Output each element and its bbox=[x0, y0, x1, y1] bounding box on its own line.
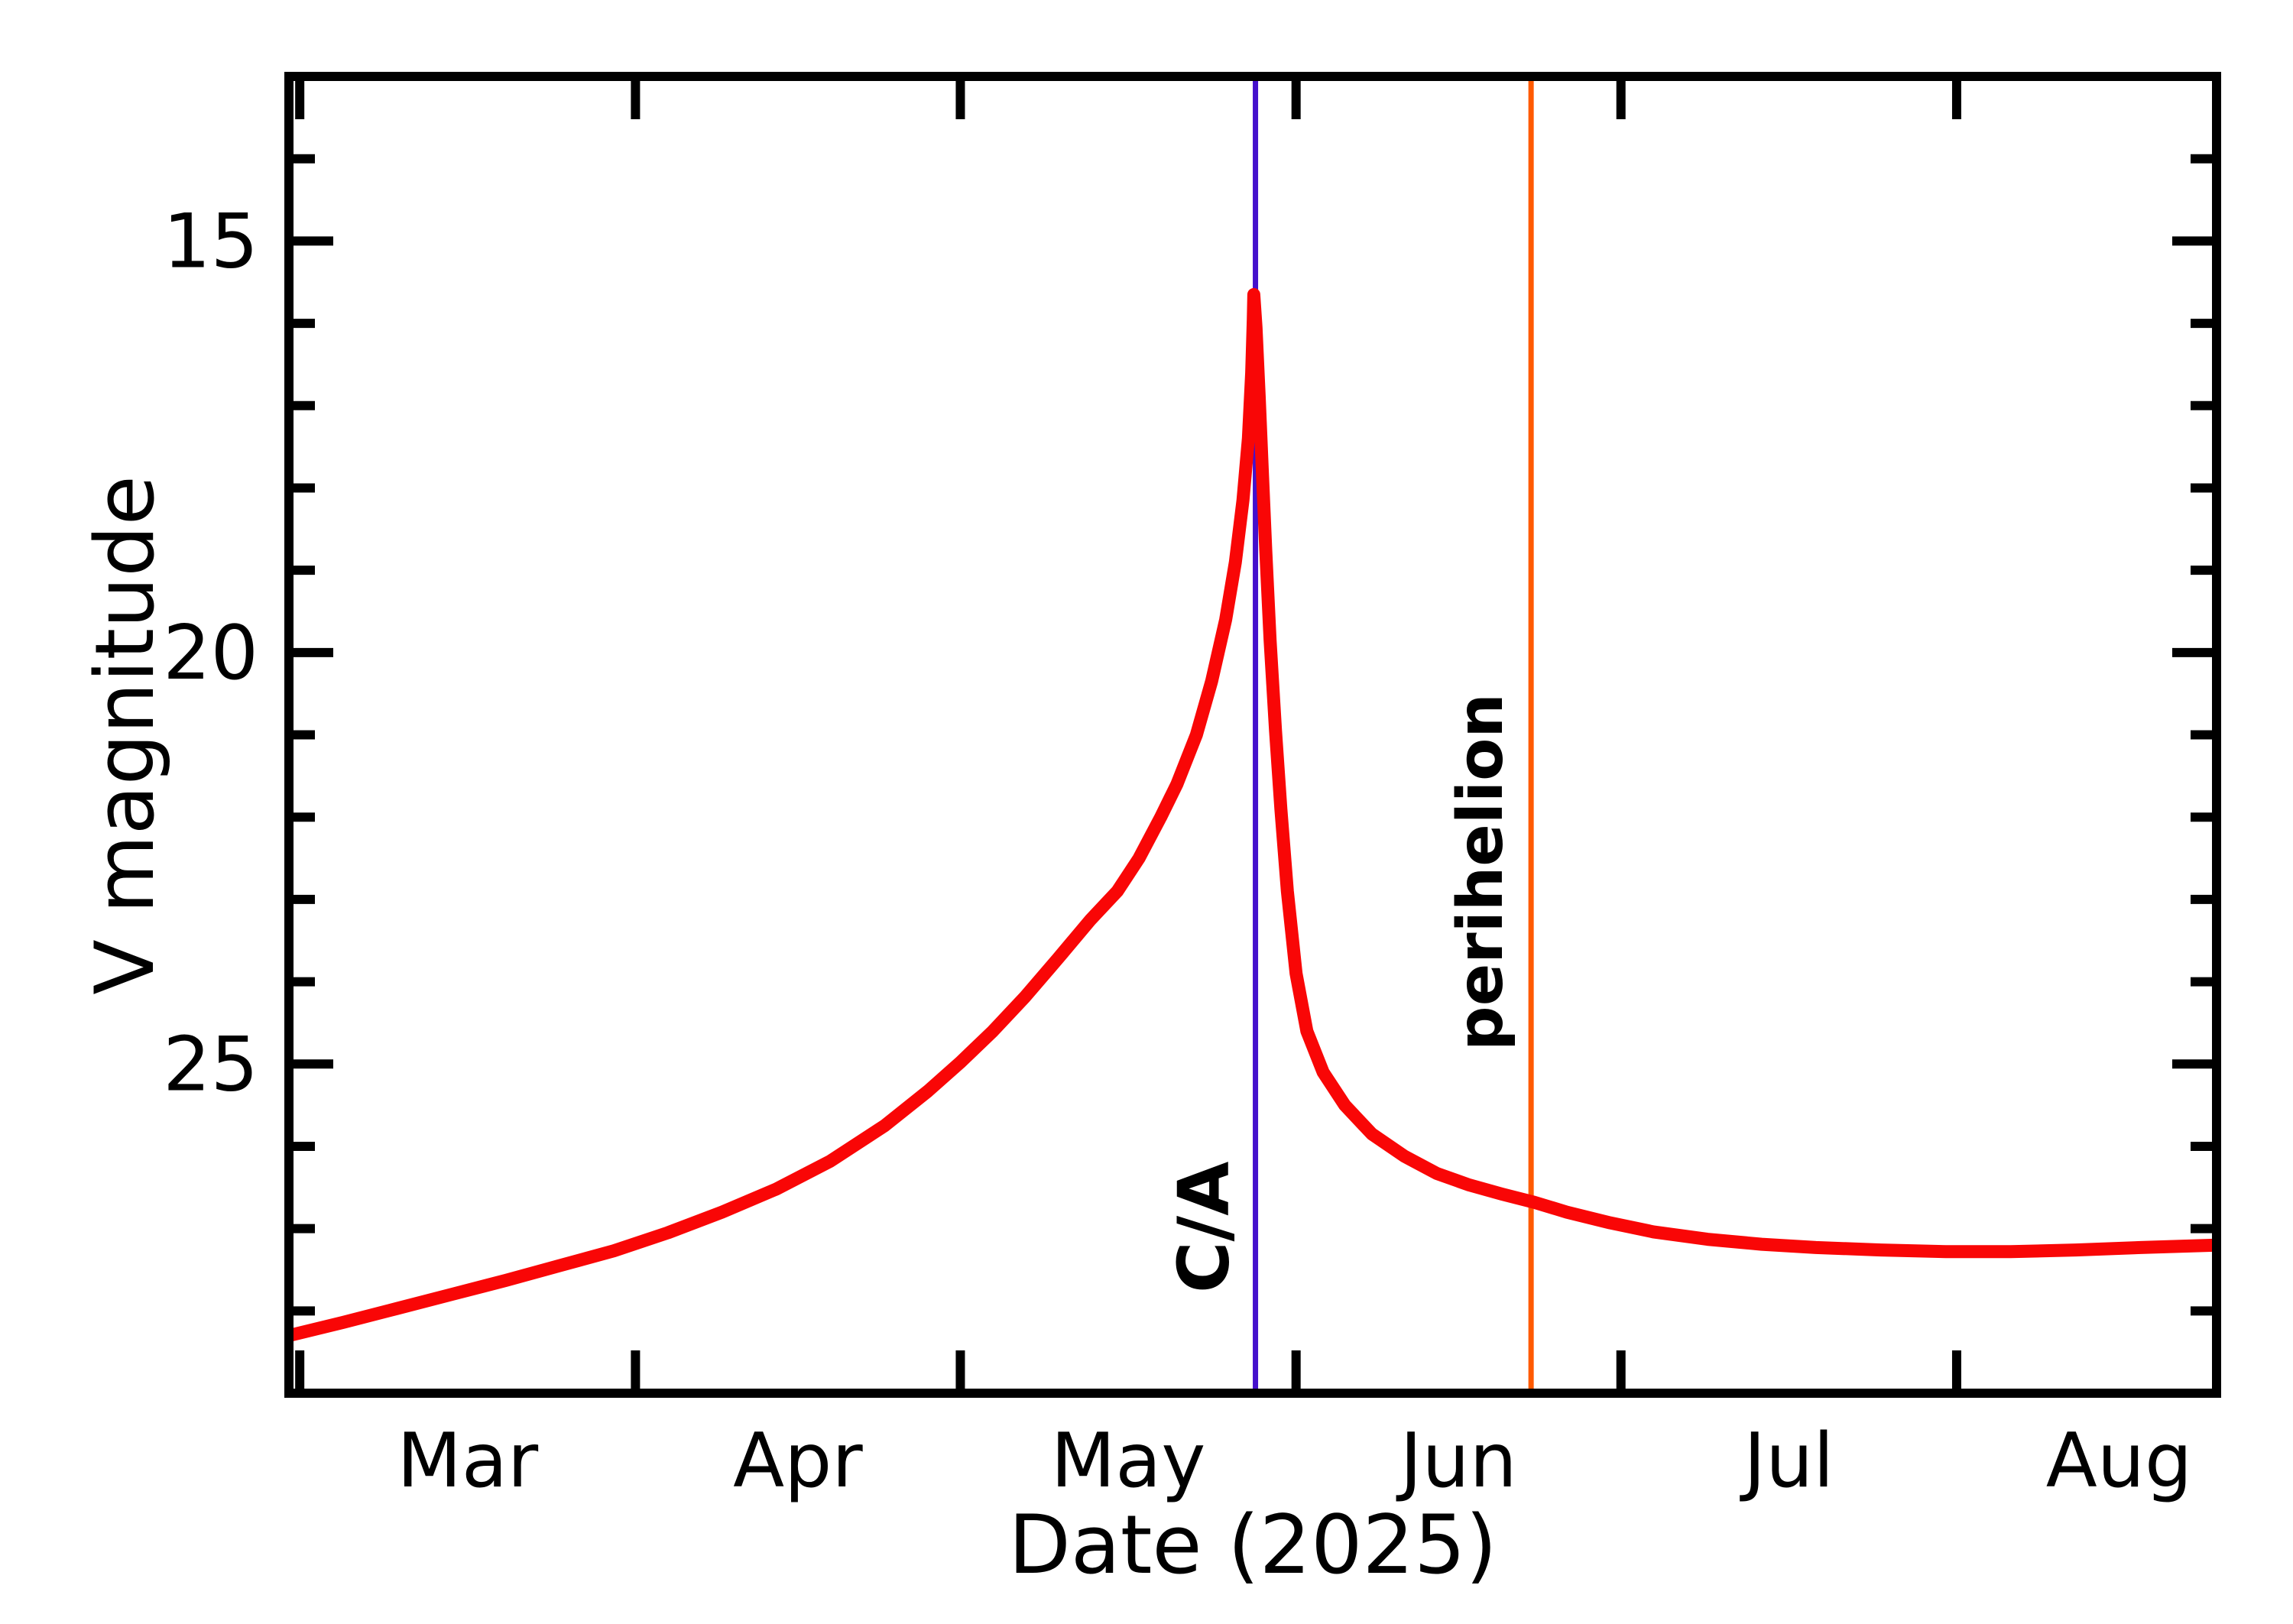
x-axis-title: Date (2025) bbox=[1008, 1498, 1497, 1592]
x-tick-label-apr: Apr bbox=[733, 1418, 863, 1505]
x-tick-label-mar: Mar bbox=[397, 1418, 539, 1505]
curve-series bbox=[287, 287, 2217, 1342]
axes-frame bbox=[284, 72, 2221, 1398]
x-tick-label-jun: Jun bbox=[1396, 1418, 1517, 1505]
y-axis-title: V magnitude bbox=[78, 475, 172, 995]
x-tick-label-aug: Aug bbox=[2046, 1418, 2192, 1505]
y-tick-label-25: 25 bbox=[163, 1021, 258, 1108]
perihelion-label: perihelion bbox=[1445, 693, 1517, 1051]
y-tick-labels: 15 20 25 bbox=[163, 198, 258, 1108]
x-tick-labels: Mar Apr May Jun Jul Aug bbox=[397, 1418, 2192, 1505]
y-tick-label-20: 20 bbox=[163, 610, 258, 697]
v-magnitude-curve bbox=[287, 287, 2217, 1342]
y-tick-label-15: 15 bbox=[163, 198, 258, 285]
close-approach-label: C/A bbox=[1163, 1162, 1245, 1293]
axis-ticks bbox=[289, 72, 2217, 1398]
x-tick-label-may: May bbox=[1051, 1418, 1206, 1505]
x-tick-label-jul: Jul bbox=[1739, 1418, 1834, 1505]
plot-frame bbox=[284, 72, 2221, 1398]
